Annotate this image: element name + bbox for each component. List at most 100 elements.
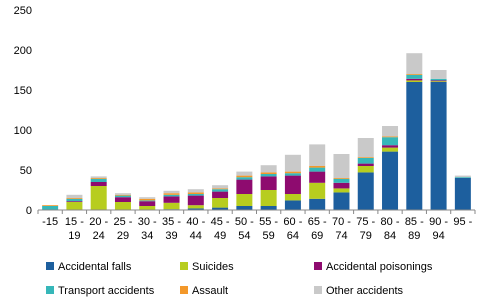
bar-segment [236,175,253,178]
x-tick-label: 55 -59 [259,216,278,242]
bar-segment [333,178,350,183]
bar-segment [187,192,204,194]
x-tick-label: 70 -74 [332,216,351,242]
bar-segment [66,198,83,199]
bar-segment [309,182,326,199]
bar-segment [406,74,423,79]
bar-segment [430,78,447,81]
legend-swatch [180,262,188,270]
bar-segment [382,147,399,152]
y-tick-label: 0 [26,205,32,217]
bar-segment [430,80,447,82]
legend-swatch [180,286,188,294]
bar-segment [90,178,107,179]
bar-segment [284,200,301,210]
legend-label: Transport accidents [58,285,155,297]
bar-segment [406,78,423,81]
bar-segment [114,193,131,195]
bar-segment [187,205,204,209]
y-tick-label: 100 [14,125,32,137]
bar-segment [357,157,374,158]
bar-segment [66,198,83,202]
bar-segment [454,175,471,178]
bar-segment [357,163,374,166]
bar-segment [139,201,156,206]
x-tick-label: 80 -84 [381,216,400,242]
x-tick-label: 60 -64 [283,216,302,242]
legend-label: Accidental poisonings [326,261,433,273]
legend-label: Suicides [192,261,234,273]
bar-segment [212,191,229,198]
x-tick-label: 25 -29 [113,216,132,242]
x-tick-label: 45 -49 [211,216,230,242]
bar-segment [42,206,59,210]
bar-segment [187,189,204,193]
legend-swatch [314,262,322,270]
bar-segment [260,176,277,190]
bar-segment [163,194,180,197]
x-tick-label: -15 [42,216,58,228]
bar-segment [66,202,83,210]
bar-segment [406,53,423,74]
bar-segment [139,198,156,201]
bar-segment [236,206,253,210]
bar-segment [382,136,399,138]
bar-segment [187,195,204,206]
bar-segment [357,138,374,158]
legend-label: Other accidents [326,285,404,297]
bar-segment [333,192,350,210]
bar-segment [430,81,447,82]
x-tick-label: 90 -94 [429,216,448,242]
bar-segment [139,206,156,210]
bar-segment [309,171,326,183]
y-tick-label: 50 [20,165,32,177]
bar-segment [333,188,350,193]
bar-segment [236,171,253,176]
bar-segment [236,177,253,180]
legend-label: Assault [192,285,228,297]
bar-segment [66,201,83,202]
bar-segment [382,145,399,148]
bar-segment [90,178,107,182]
bar-segment [66,194,83,198]
bar-segment [90,176,107,178]
bar-segment [212,189,229,192]
bar-segment [42,205,59,206]
bar-segment [260,174,277,177]
bar-segment [260,165,277,173]
bar-segment [236,194,253,206]
bar-segment [430,82,447,210]
x-tick-label: 30 -34 [138,216,157,242]
bar-segment [382,151,399,210]
bar-segment [90,182,107,186]
bar-segment [260,172,277,174]
bar-segment [406,80,423,82]
bar-segment [284,154,301,172]
bar-segment [212,198,229,208]
bar-segment [163,190,180,194]
bar-segment [284,171,301,174]
bar-segment [357,172,374,210]
bar-segment [333,178,350,179]
bar-segment [309,144,326,166]
bar-segment [163,193,180,195]
bar-segment [114,197,131,202]
bar-segment [406,82,423,210]
bar-segment [139,200,156,202]
bar-segment [406,74,423,75]
x-tick-label: 65 -69 [308,216,327,242]
bar-segment [284,175,301,194]
x-tick-label: 50 -54 [235,216,254,242]
x-tick-label: 75 -79 [356,216,375,242]
bar-segment [382,137,399,146]
bar-segment [163,196,180,203]
legend-swatch [314,286,322,294]
y-tick-label: 150 [14,85,32,97]
bar-segment [139,197,156,199]
bar-segment [454,178,471,210]
bar-segment [333,182,350,189]
x-tick-label: 35 -39 [162,216,181,242]
bar-segment [357,158,374,164]
bar-segment [187,194,204,196]
bar-segment [333,154,350,178]
